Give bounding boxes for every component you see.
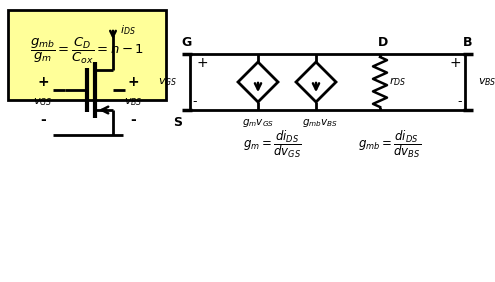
Text: $g_{mb} = \dfrac{di_{DS}}{dv_{BS}}$: $g_{mb} = \dfrac{di_{DS}}{dv_{BS}}$ xyxy=(358,128,422,160)
Text: $v_{GS}$: $v_{GS}$ xyxy=(33,96,52,108)
Text: B: B xyxy=(463,36,473,49)
Text: +: + xyxy=(37,75,49,89)
Text: -: - xyxy=(458,96,462,109)
Text: $v_{BS}$: $v_{BS}$ xyxy=(478,76,495,88)
Text: +: + xyxy=(196,56,208,70)
Text: S: S xyxy=(174,116,183,129)
Text: D: D xyxy=(378,36,388,49)
Text: $g_m = \dfrac{di_{DS}}{dv_{GS}}$: $g_m = \dfrac{di_{DS}}{dv_{GS}}$ xyxy=(243,128,301,160)
Text: $v_{GS}$: $v_{GS}$ xyxy=(158,76,178,88)
Text: $g_m v_{GS}$: $g_m v_{GS}$ xyxy=(242,117,274,129)
Text: $\dfrac{g_{mb}}{g_m} = \dfrac{C_D}{C_{ox}} = n - 1$: $\dfrac{g_{mb}}{g_m} = \dfrac{C_D}{C_{ox… xyxy=(30,36,144,66)
Text: $r_{DS}$: $r_{DS}$ xyxy=(390,76,406,88)
Text: $i_{DS}$: $i_{DS}$ xyxy=(120,23,136,37)
Text: +: + xyxy=(127,75,139,89)
Bar xyxy=(8,10,166,100)
Text: -: - xyxy=(193,96,197,109)
Text: G: G xyxy=(182,36,192,49)
Text: -: - xyxy=(130,113,136,127)
Text: -: - xyxy=(40,113,46,127)
Text: +: + xyxy=(449,56,461,70)
Text: $v_{BS}$: $v_{BS}$ xyxy=(124,96,142,108)
Text: $g_{mb} v_{BS}$: $g_{mb} v_{BS}$ xyxy=(302,117,338,129)
